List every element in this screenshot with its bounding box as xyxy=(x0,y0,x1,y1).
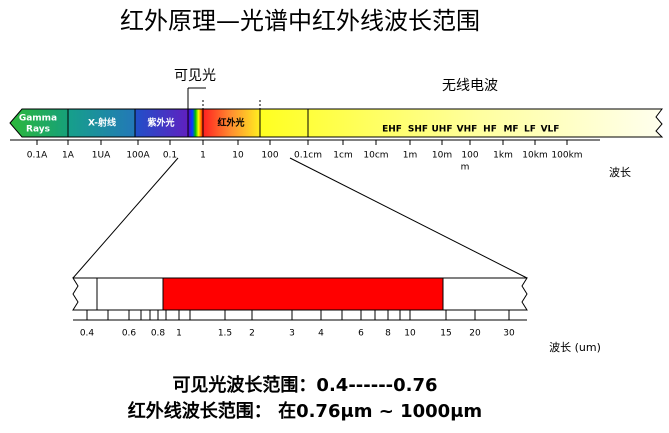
scale-label: 100 xyxy=(261,151,278,161)
band-label: Gamma xyxy=(19,114,57,124)
axis-label: 波长 (um) xyxy=(549,341,601,354)
visible-label: 可见光 xyxy=(174,68,216,84)
scale-label: 1km xyxy=(493,151,513,161)
scale-label: 100km xyxy=(551,151,582,161)
scale-label: 1m xyxy=(403,151,418,161)
scale-label: 100A xyxy=(126,151,150,161)
radio-label: 无线电波 xyxy=(442,78,498,94)
zoom-lines xyxy=(72,157,528,279)
radio-band-label: EHF xyxy=(382,125,402,135)
scale-label: 0.1 xyxy=(163,151,177,161)
scale-label: 10cm xyxy=(363,151,388,161)
scale-label: 100 xyxy=(461,151,478,161)
scale-label: 2 xyxy=(249,329,255,339)
scale-label: 10km xyxy=(522,151,547,161)
radio-band-label: SHF xyxy=(408,125,428,135)
band-label: X-射线 xyxy=(88,117,116,129)
scale-label: m xyxy=(461,163,470,173)
scale-label: 6 xyxy=(358,329,364,339)
band-label: 紫外光 xyxy=(147,117,174,129)
title: 红外原理—光谱中红外线波长范围 xyxy=(120,7,480,35)
scale-label: 1cm xyxy=(333,151,352,161)
radio-band-label: MF xyxy=(503,125,518,135)
radio-band-label: UHF xyxy=(432,125,453,135)
scale-label: 3 xyxy=(289,329,295,339)
scale-label: 10 xyxy=(404,329,416,339)
zoom-bar xyxy=(72,277,528,321)
scale-label: 1.5 xyxy=(218,329,232,339)
scale-label: 0.6 xyxy=(122,329,137,339)
radio-band-label: VLF xyxy=(541,125,560,135)
axis-label: 波长 xyxy=(609,166,631,179)
note: 可见光波长范围：0.4------0.76 xyxy=(172,374,437,396)
scale-label: 0.4 xyxy=(80,329,95,339)
scale-label: 8 xyxy=(385,329,391,339)
scale-label: 30 xyxy=(503,329,515,339)
band-label: Rays xyxy=(26,125,50,135)
scale-label: 1A xyxy=(62,151,75,161)
scale-label: 10 xyxy=(232,151,244,161)
scale-label: 0.8 xyxy=(151,329,166,339)
scale-label: 0.1cm xyxy=(294,151,322,161)
scale-label: 1UA xyxy=(92,151,111,161)
note: 红外线波长范围： 在0.76μm ~ 1000μm xyxy=(128,400,482,422)
radio-band-label: VHF xyxy=(457,125,478,135)
scale-label: 4 xyxy=(318,329,324,339)
spectrum-bar xyxy=(9,87,664,141)
radio-band-label: HF xyxy=(483,125,497,135)
scale-label: 10m xyxy=(432,151,452,161)
band-label: 红外光 xyxy=(217,117,244,129)
scale-label: 0.1A xyxy=(27,151,48,161)
scale-label: 1 xyxy=(200,151,206,161)
scale-label: 20 xyxy=(469,329,481,339)
scale-label: 1 xyxy=(176,329,182,339)
radio-band-label: LF xyxy=(524,125,536,135)
scale-label: 15 xyxy=(440,329,451,339)
